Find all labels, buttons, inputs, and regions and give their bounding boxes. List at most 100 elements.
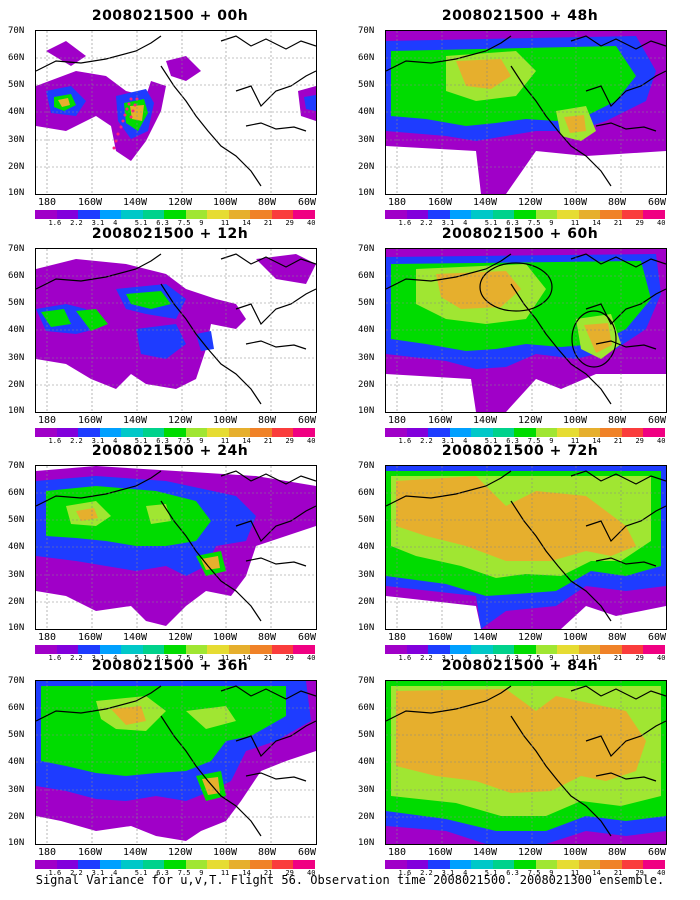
colorbar-swatch <box>471 860 493 869</box>
gridlines <box>386 681 666 844</box>
colorbar-swatch <box>578 645 601 654</box>
lat-label: 10N <box>358 623 375 633</box>
colorbar-label: 2.2 <box>70 219 83 227</box>
colorbar-swatch <box>142 860 165 869</box>
panel-title: 2008021500 + 72h <box>441 443 599 459</box>
colorbar-label: 29 <box>635 437 644 445</box>
colorbar-label: 5.1 <box>484 869 498 877</box>
lat-label: 60N <box>358 488 375 498</box>
colorbar-swatch <box>142 210 165 219</box>
colorbar-label: 2.2 <box>70 654 83 662</box>
colorbar-label: 1.6 <box>398 219 412 227</box>
colorbar-swatch <box>578 210 601 219</box>
map-area <box>385 248 667 413</box>
colorbar-label: 3.1 <box>91 437 105 445</box>
lat-label: 70N <box>8 676 25 686</box>
variance-field <box>36 254 316 389</box>
lon-label: 60W <box>648 847 667 858</box>
map-svg <box>36 31 316 194</box>
colorbar-swatch <box>621 210 644 219</box>
lon-label: 80W <box>608 632 627 643</box>
colorbar-swatch <box>78 860 100 869</box>
colorbar-swatch <box>228 428 251 437</box>
colorbar-swatch <box>643 860 665 869</box>
colorbar-label: 21 <box>613 219 623 227</box>
colorbar-swatch <box>557 428 579 437</box>
lon-label: 80W <box>258 847 277 858</box>
colorbar-swatch <box>406 210 429 219</box>
colorbar-label: 9 <box>549 654 554 662</box>
variance-field <box>36 466 316 626</box>
colorbar-swatch <box>207 645 229 654</box>
colorbar-label: 4 <box>113 654 118 662</box>
colorbar-label: 2.2 <box>70 437 83 445</box>
colorbar-label: 11 <box>220 869 230 877</box>
lon-label: 120W <box>518 632 543 643</box>
colorbar-swatch <box>228 645 251 654</box>
lat-label: 40N <box>8 757 25 767</box>
panel-title: 2008021500 + 12h <box>91 226 249 242</box>
lon-label: 160W <box>78 632 103 643</box>
lat-label: 50N <box>8 80 25 90</box>
colorbar-label: 21 <box>263 654 273 662</box>
lon-label: 100W <box>563 415 588 426</box>
lon-label: 80W <box>608 847 627 858</box>
colorbar-label: 1.6 <box>48 654 62 662</box>
panel-60h: 2008021500 + 60h <box>350 226 690 445</box>
lat-label: 40N <box>358 542 375 552</box>
panel-84h: 2008021500 + 84h <box>350 658 690 877</box>
lon-label: 140W <box>473 847 498 858</box>
colorbar-label: 5.1 <box>484 437 498 445</box>
colorbar-labels: 1.6 2.2 3.1 4 5.1 6.3 7.5 9 11 14 21 29 40 <box>385 654 666 664</box>
colorbar-swatch <box>121 860 143 869</box>
colorbar-swatch <box>471 428 493 437</box>
colorbar-swatch <box>557 645 579 654</box>
colorbar-label: 7.5 <box>177 437 191 445</box>
colorbar-label: 1.6 <box>398 437 412 445</box>
colorbar-label: 14 <box>592 654 601 662</box>
colorbar-swatch <box>406 428 429 437</box>
map-svg <box>36 249 316 412</box>
colorbar-label: 6.3 <box>506 219 519 227</box>
lon-label: 180 <box>38 197 57 208</box>
colorbar-label: 9 <box>199 437 204 445</box>
colorbar-label: 5.1 <box>134 869 148 877</box>
colorbar-label: 6.3 <box>506 869 519 877</box>
variance-field <box>386 681 666 844</box>
colorbar-swatch <box>121 645 143 654</box>
colorbar-label: 40 <box>307 654 316 662</box>
colorbar-label: 29 <box>285 437 294 445</box>
lat-label: 10N <box>358 188 375 198</box>
lat-label: 70N <box>358 244 375 254</box>
colorbar-swatch <box>492 645 515 654</box>
colorbar-label: 1.6 <box>398 869 412 877</box>
panel-24h: 2008021500 + 24h <box>0 443 340 662</box>
colorbar-swatch <box>471 210 493 219</box>
coastline <box>386 470 666 622</box>
coastline <box>36 685 316 837</box>
colorbar-label: 11 <box>570 437 580 445</box>
colorbar-label: 29 <box>635 654 644 662</box>
lat-label: 10N <box>8 188 25 198</box>
lat-label: 50N <box>358 298 375 308</box>
panel-title: 2008021500 + 24h <box>91 443 249 459</box>
colorbar-swatch <box>35 860 57 869</box>
colorbar-label: 14 <box>242 869 251 877</box>
lon-label: 100W <box>213 632 238 643</box>
variance-field <box>36 681 316 841</box>
colorbar-label: 6.3 <box>506 654 519 662</box>
panel-title: 2008021500 + 48h <box>441 8 599 24</box>
colorbar-swatch <box>250 428 272 437</box>
colorbar-swatch <box>35 210 57 219</box>
colorbar-swatch <box>250 860 272 869</box>
coastline <box>36 253 316 405</box>
lon-label: 100W <box>213 415 238 426</box>
colorbar-swatch <box>492 860 515 869</box>
colorbar-label: 11 <box>570 219 580 227</box>
colorbar-swatch <box>535 428 558 437</box>
lat-label: 10N <box>358 838 375 848</box>
colorbar-label: 4 <box>113 219 118 227</box>
colorbar-swatch <box>78 428 100 437</box>
lat-label: 50N <box>358 80 375 90</box>
lat-label: 20N <box>358 162 375 172</box>
